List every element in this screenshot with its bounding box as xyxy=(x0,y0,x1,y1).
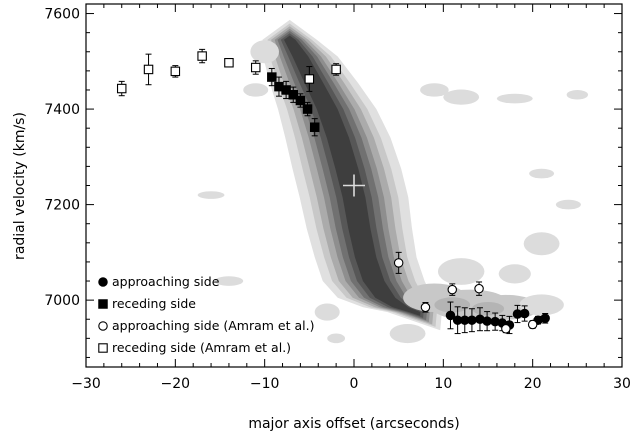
contour-map xyxy=(197,19,589,344)
x-axis-label: major axis offset (arcseconds) xyxy=(248,416,459,432)
x-tick-label: −20 xyxy=(161,376,191,392)
filled-circle-marker xyxy=(98,277,108,287)
data-point xyxy=(445,301,456,330)
filled-square-marker xyxy=(267,72,277,82)
data-point xyxy=(501,324,511,334)
legend-label: receding side (Amram et al.) xyxy=(112,340,291,355)
data-point xyxy=(519,305,530,322)
x-tick-label: −10 xyxy=(250,376,280,392)
data-point xyxy=(170,65,181,78)
axis-ticks xyxy=(85,4,623,367)
series-1 xyxy=(267,67,320,137)
x-tick-label: 20 xyxy=(524,376,542,392)
filled-square-marker xyxy=(288,90,299,100)
filled-square-marker xyxy=(309,122,320,132)
data-point xyxy=(281,80,291,100)
legend-item: approaching side (Amram et al.) xyxy=(98,318,314,333)
y-axis-label: radial velocity (km/s) xyxy=(12,112,28,260)
open-circle-marker xyxy=(474,283,484,294)
x-tick-label: 0 xyxy=(350,376,359,392)
filled-square-marker xyxy=(302,104,313,114)
data-point xyxy=(116,80,127,97)
data-point xyxy=(474,281,484,296)
filled-circle-marker xyxy=(467,315,477,325)
data-point xyxy=(224,57,234,68)
open-square-marker xyxy=(304,74,315,84)
open-circle-marker xyxy=(527,319,538,330)
open-circle-marker xyxy=(447,284,458,295)
legend-label: approaching side xyxy=(112,274,220,289)
data-point xyxy=(302,101,313,117)
open-circle-marker xyxy=(420,302,431,313)
data-point xyxy=(527,319,538,330)
legend-label: receding side xyxy=(112,296,196,311)
y-tick-label: 7200 xyxy=(44,198,80,214)
y-tick-label: 7600 xyxy=(44,7,80,23)
data-point xyxy=(197,48,207,64)
open-square-marker xyxy=(331,64,341,75)
open-square-marker xyxy=(116,83,127,94)
data-point xyxy=(447,283,458,296)
data-point xyxy=(393,251,404,274)
data-point xyxy=(143,53,154,86)
filled-square-marker xyxy=(281,85,291,95)
data-point xyxy=(250,60,261,75)
data-point xyxy=(309,118,320,137)
legend-item: approaching side xyxy=(98,274,220,289)
open-square-marker xyxy=(170,66,181,77)
open-square-marker xyxy=(197,51,207,61)
series-2 xyxy=(393,251,538,334)
y-tick-label: 7400 xyxy=(44,102,80,118)
open-square-marker xyxy=(224,57,234,68)
filled-square-marker xyxy=(295,95,306,106)
open-square-marker xyxy=(250,62,261,73)
filled-square-marker xyxy=(98,299,108,309)
legend-item: receding side (Amram et al.) xyxy=(98,340,291,355)
filled-circle-marker xyxy=(482,316,492,326)
open-circle-marker xyxy=(501,324,511,334)
series-3 xyxy=(116,48,341,97)
legend-label: approaching side (Amram et al.) xyxy=(112,318,314,333)
filled-circle-marker xyxy=(540,313,550,324)
center-cross-marker xyxy=(343,174,365,197)
open-square-marker xyxy=(98,343,108,353)
data-series xyxy=(116,48,550,335)
data-point xyxy=(295,93,306,108)
open-circle-marker xyxy=(393,258,404,268)
x-tick-label: 10 xyxy=(434,376,452,392)
y-tick-label: 7000 xyxy=(44,293,80,309)
legend: approaching side receding side approaching… xyxy=(98,274,314,355)
data-point xyxy=(540,313,550,324)
filled-circle-marker xyxy=(445,310,456,321)
data-point xyxy=(331,63,341,76)
x-tick-label: 30 xyxy=(613,376,631,392)
data-point xyxy=(274,76,284,97)
open-square-marker xyxy=(143,64,154,75)
legend-item: receding side xyxy=(98,296,196,311)
x-tick-label: −30 xyxy=(71,376,101,392)
tick-labels: −30 −20 −10 0 10 20 30 7000 7200 7400 7600 xyxy=(44,7,631,392)
filled-circle-marker xyxy=(519,308,530,319)
series-0 xyxy=(445,301,550,335)
data-point xyxy=(304,66,315,92)
data-point xyxy=(420,302,431,313)
open-circle-marker xyxy=(98,321,108,331)
data-point xyxy=(288,86,299,103)
